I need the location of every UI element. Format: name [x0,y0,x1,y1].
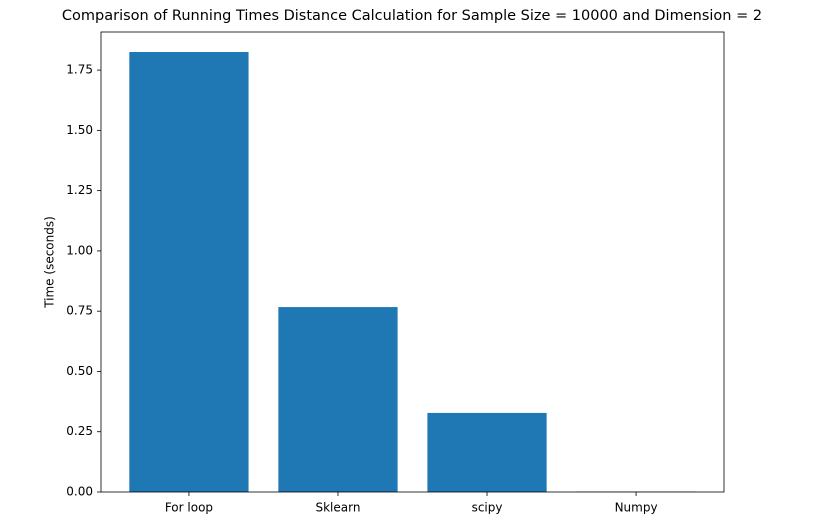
chart-title: Comparison of Running Times Distance Cal… [62,8,762,24]
y-tick-label: 0.25 [66,424,93,438]
y-axis-label: Time (seconds) [43,216,57,309]
plot-frame [100,31,725,493]
y-tick-label: 0.00 [66,485,93,499]
bar [278,307,398,492]
bar [129,52,249,492]
y-tick-label: 0.75 [66,304,93,318]
x-tick-label: For loop [165,501,213,515]
y-tick-label: 0.50 [66,364,93,378]
y-tick-label: 1.75 [66,63,93,77]
x-tick-label: Sklearn [315,501,360,515]
bar [427,412,547,492]
x-tick-label: scipy [472,501,503,515]
y-tick-label: 1.25 [66,183,93,197]
x-tick-label: Numpy [615,501,658,515]
y-tick-label: 1.00 [66,243,93,257]
y-tick-label: 1.50 [66,123,93,137]
